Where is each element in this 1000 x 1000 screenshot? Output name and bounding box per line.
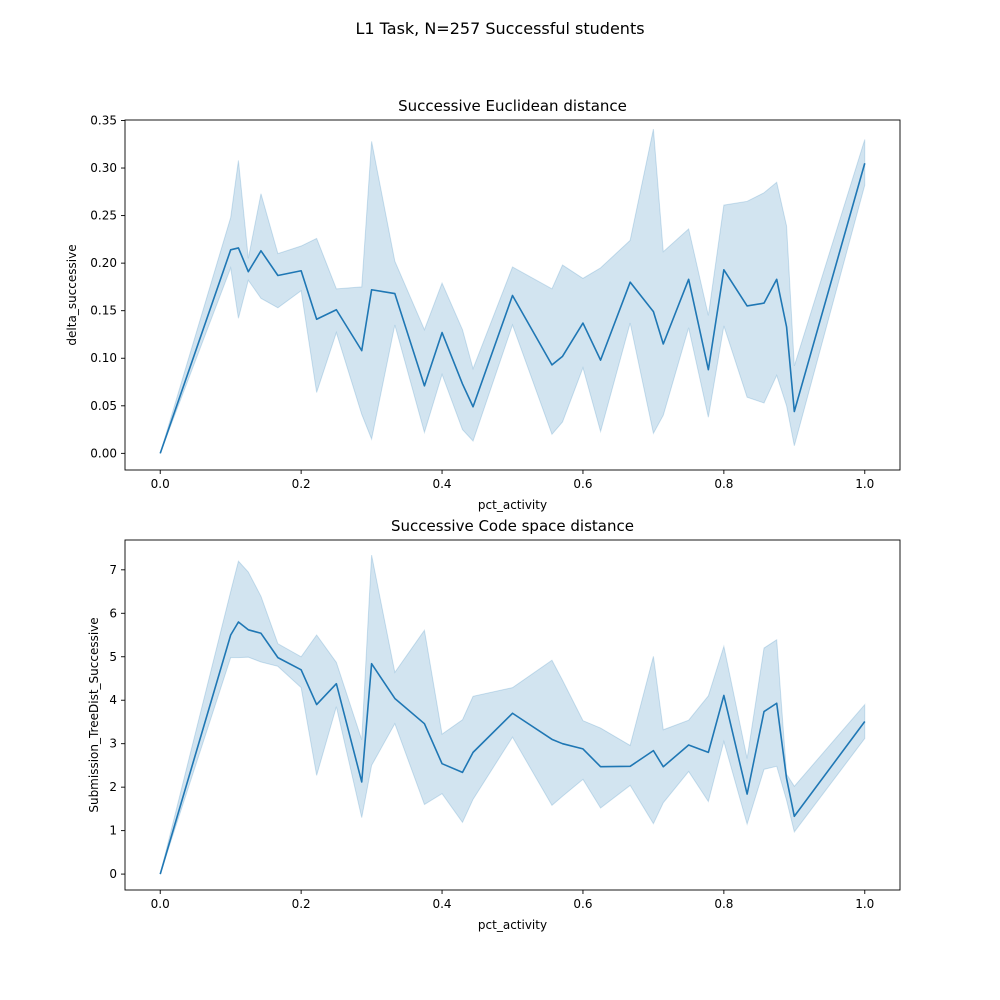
confidence-band bbox=[159, 554, 866, 875]
y-tick-label: 7 bbox=[109, 563, 117, 577]
x-tick-label: 0.2 bbox=[292, 477, 311, 491]
x-tick-label: 0.4 bbox=[432, 897, 451, 911]
y-axis-label: Submission_TreeDist_Successive bbox=[87, 617, 101, 812]
y-tick-label: 0 bbox=[109, 867, 117, 881]
x-tick-label: 1.0 bbox=[855, 897, 874, 911]
axes-frame bbox=[124, 539, 901, 891]
confidence-band bbox=[159, 128, 866, 454]
x-tick-label: 0.0 bbox=[151, 897, 170, 911]
x-tick-label: 1.0 bbox=[855, 477, 874, 491]
figure-suptitle: L1 Task, N=257 Successful students bbox=[355, 19, 644, 38]
code-space-distance-chart: 0.0 0.2 0.4 0.6 0.8 1.0 0 1 2 3 4 5 6 7 Successive Cod… bbox=[87, 517, 901, 932]
x-tick-label: 0.8 bbox=[714, 477, 733, 491]
axes-frame bbox=[124, 119, 901, 471]
x-axis-label: pct_activity bbox=[478, 918, 547, 932]
chart-title: Successive Euclidean distance bbox=[398, 97, 627, 115]
y-tick-label: 0.30 bbox=[90, 161, 117, 175]
y-tick-label: 5 bbox=[109, 650, 117, 664]
x-tick-label: 0.6 bbox=[573, 477, 592, 491]
y-tick-label: 1 bbox=[109, 824, 117, 838]
y-tick-label: 0.15 bbox=[90, 304, 117, 318]
y-tick-label: 6 bbox=[109, 606, 117, 620]
x-tick-label: 0.4 bbox=[432, 477, 451, 491]
y-tick-label: 2 bbox=[109, 780, 117, 794]
x-axis-label: pct_activity bbox=[478, 498, 547, 512]
y-tick-label: 0.00 bbox=[90, 446, 117, 460]
mean-line bbox=[159, 621, 866, 875]
y-tick-label: 0.35 bbox=[90, 113, 117, 127]
x-tick-label: 0.8 bbox=[714, 897, 733, 911]
x-tick-label: 0.6 bbox=[573, 897, 592, 911]
x-tick-label: 0.0 bbox=[151, 477, 170, 491]
y-tick-label: 0.10 bbox=[90, 351, 117, 365]
y-tick-label: 0.25 bbox=[90, 209, 117, 223]
y-tick-label: 3 bbox=[109, 737, 117, 751]
y-tick-label: 0.05 bbox=[90, 399, 117, 413]
y-tick-label: 4 bbox=[109, 693, 117, 707]
chart-title: Successive Code space distance bbox=[391, 517, 634, 535]
euclidean-distance-chart: 0.0 0.2 0.4 0.6 0.8 1.0 0.00 0.05 0.10 0.15 0.20 0.… bbox=[65, 97, 901, 512]
x-tick-label: 0.2 bbox=[292, 897, 311, 911]
y-axis-label: delta_successive bbox=[65, 244, 79, 345]
y-tick-label: 0.20 bbox=[90, 256, 117, 270]
mean-line bbox=[159, 163, 866, 454]
